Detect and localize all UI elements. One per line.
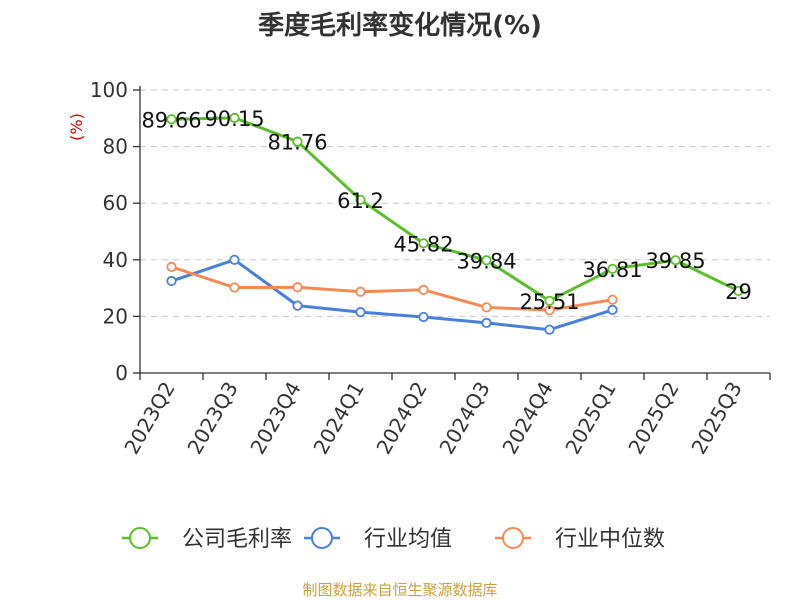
y-tick-label: 80	[103, 135, 128, 159]
data-point	[481, 255, 492, 266]
legend-label: 行业均值	[364, 527, 452, 552]
y-axis-label: (%)	[67, 113, 86, 141]
y-tick-label: 60	[103, 191, 128, 215]
data-label: 61.2	[337, 189, 384, 213]
y-tick-label: 20	[103, 304, 128, 328]
data-point	[481, 317, 492, 329]
data-label: 89.66	[141, 108, 201, 132]
chart-title: 季度毛利率变化情况(%)	[258, 10, 542, 41]
legend-marker	[502, 527, 524, 549]
x-tick-label: 2023Q4	[245, 378, 305, 459]
data-point	[607, 263, 618, 274]
series-line	[171, 258, 613, 332]
data-point	[355, 194, 366, 205]
data-point	[733, 285, 744, 297]
x-tick-label: 2024Q3	[434, 378, 494, 459]
series-line	[171, 116, 740, 303]
series-lines	[166, 112, 744, 335]
legend-label: 行业中位数	[555, 527, 665, 552]
data-label: 45.82	[393, 232, 453, 256]
data-point	[544, 295, 555, 306]
data-point	[670, 255, 681, 266]
data-point	[229, 282, 240, 293]
series-line	[171, 265, 613, 312]
data-point	[355, 286, 366, 297]
data-point	[292, 300, 303, 311]
data-point	[544, 305, 555, 316]
data-label: 81.76	[267, 131, 327, 155]
data-label: 25.51	[519, 290, 579, 314]
source-note: 制图数据来自恒生聚源数据库	[302, 581, 497, 599]
data-point	[229, 112, 240, 123]
y-tick-label: 0	[115, 361, 128, 385]
x-tick-label: 2024Q2	[371, 378, 431, 459]
data-label: 36.81	[582, 258, 642, 282]
x-tick-label: 2024Q1	[308, 378, 368, 459]
data-label: 39.84	[456, 249, 516, 273]
data-point	[418, 238, 429, 249]
data-point	[229, 254, 240, 265]
x-tick-label: 2025Q1	[560, 378, 620, 459]
data-point	[355, 307, 366, 318]
y-tick-label: 100	[90, 78, 128, 102]
grid-lines	[140, 89, 770, 317]
data-point	[481, 302, 492, 313]
legend-marker	[129, 527, 151, 549]
data-point	[544, 324, 555, 335]
data-point	[292, 136, 303, 147]
data-point	[166, 261, 177, 272]
data-point	[418, 311, 429, 323]
x-tick-label: 2023Q3	[182, 378, 242, 459]
data-point	[607, 304, 618, 315]
data-label: 29	[725, 280, 752, 304]
legend-label: 公司毛利率	[182, 527, 292, 552]
x-tick-label: 2025Q2	[623, 378, 683, 459]
data-point	[166, 114, 177, 125]
legend: 公司毛利率 行业均值 行业中位数	[122, 527, 665, 552]
data-point	[292, 282, 303, 293]
x-tick-label: 2023Q2	[119, 378, 179, 459]
x-tick-label: 2024Q4	[497, 378, 557, 459]
data-point	[166, 275, 177, 287]
data-label: 90.15	[204, 107, 264, 131]
data-label: 39.85	[645, 249, 705, 273]
data-point	[607, 294, 618, 305]
y-tick-label: 40	[103, 248, 128, 272]
legend-marker	[311, 527, 333, 549]
x-tick-label: 2025Q3	[686, 378, 746, 459]
data-point	[418, 284, 429, 295]
